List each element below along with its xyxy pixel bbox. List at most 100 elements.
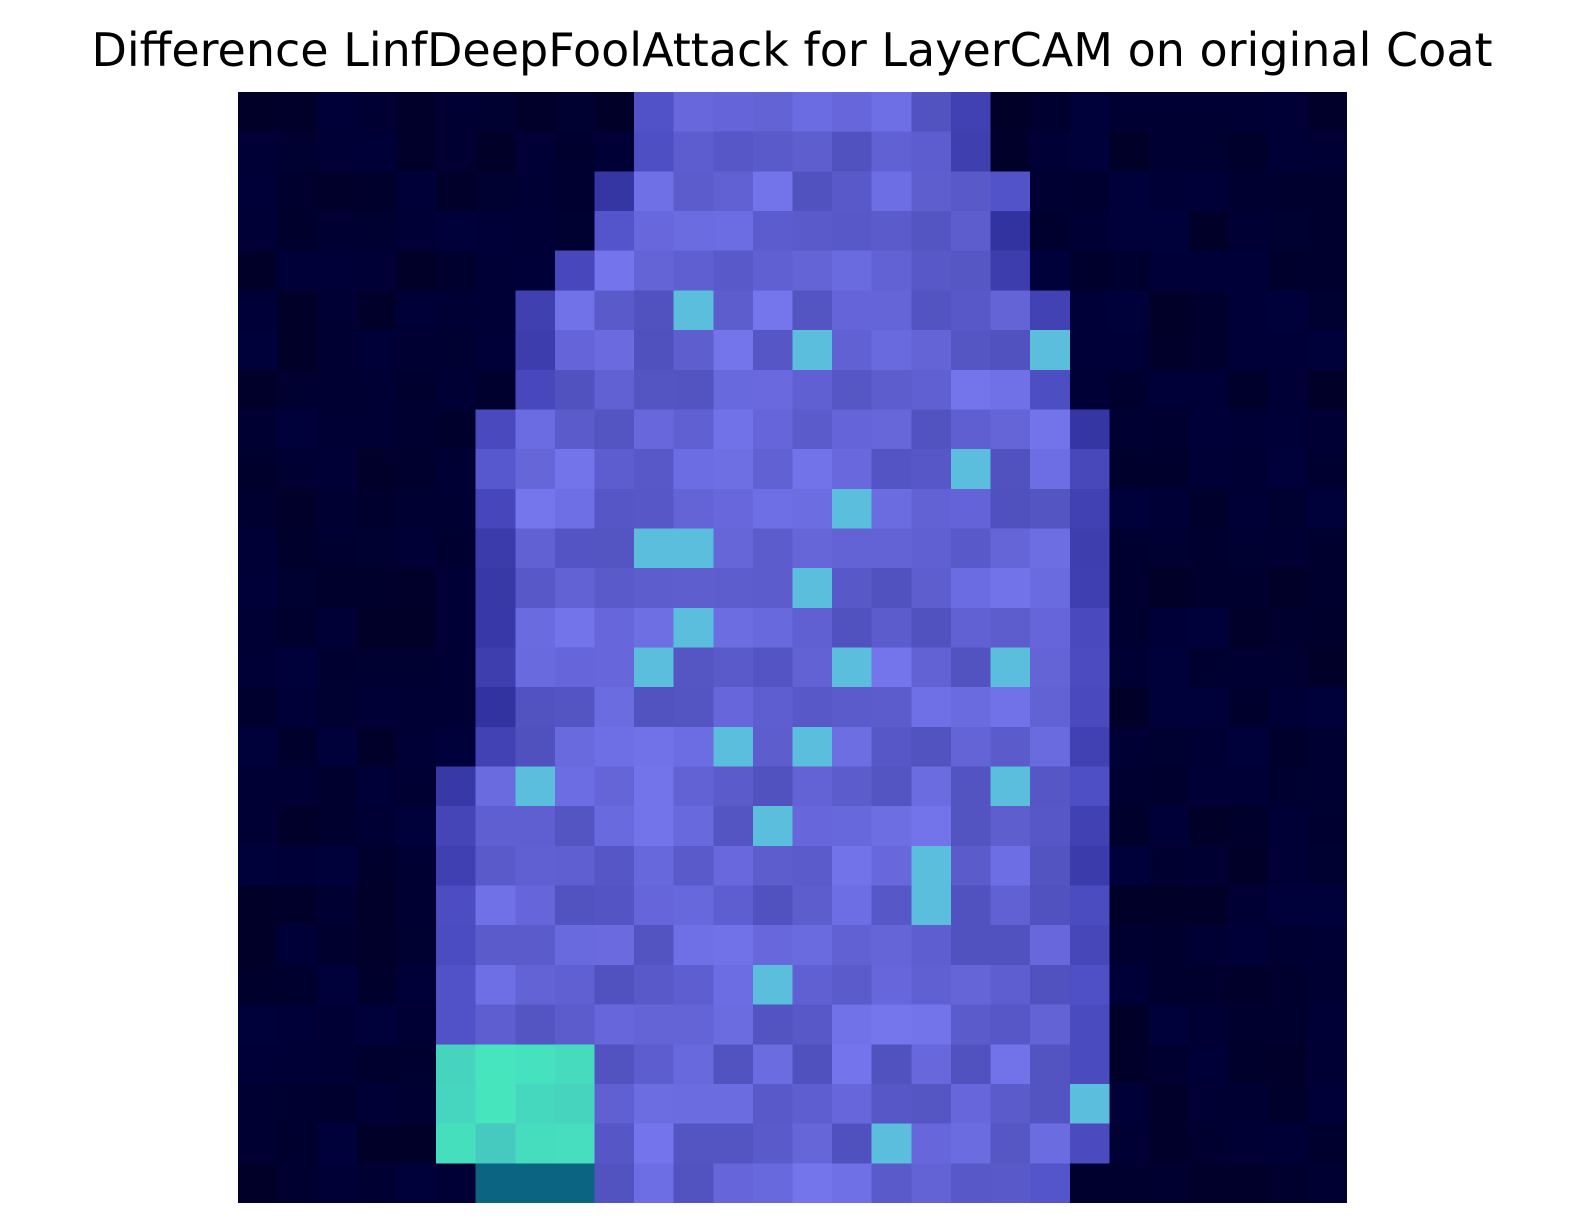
heatmap-cell (911, 885, 952, 927)
heatmap-cell (1069, 687, 1111, 728)
heatmap-cell (594, 925, 635, 966)
heatmap-cell (792, 806, 833, 847)
heatmap-cell (1030, 726, 1071, 768)
heatmap-cell (1109, 925, 1150, 966)
heatmap-cell (792, 568, 833, 609)
heatmap-cell (1307, 766, 1347, 808)
heatmap-cell (436, 171, 477, 212)
heatmap-cell (396, 211, 437, 252)
heatmap-cell (317, 330, 358, 371)
heatmap-cell (950, 568, 992, 609)
heatmap-cell (436, 607, 477, 649)
heatmap-cell (1148, 449, 1190, 490)
heatmap-cell (436, 131, 477, 173)
heatmap-cell (871, 885, 913, 927)
heatmap-cell (950, 290, 992, 331)
heatmap-cell (1030, 211, 1071, 252)
heatmap-cell (752, 449, 794, 490)
heatmap-cell (1069, 964, 1111, 1006)
heatmap-cell (673, 369, 715, 411)
heatmap-cell (1109, 1163, 1150, 1203)
heatmap-cell (832, 726, 873, 768)
heatmap-cell (554, 647, 596, 688)
heatmap-cell (832, 568, 873, 609)
heatmap-cell (713, 925, 754, 966)
heatmap-cell (1267, 290, 1309, 331)
heatmap-cell (1148, 211, 1190, 252)
heatmap-cell (990, 964, 1031, 1006)
heatmap-cell (515, 687, 556, 728)
heatmap-cell (515, 925, 556, 966)
heatmap-cell (1069, 1004, 1111, 1046)
heatmap-cell (911, 766, 952, 808)
heatmap-cell (1188, 131, 1229, 173)
heatmap-cell (238, 845, 279, 887)
heatmap-cell (990, 806, 1031, 847)
heatmap-cell (911, 211, 952, 252)
heatmap-cell (396, 766, 437, 808)
heatmap-cell (1030, 92, 1071, 133)
heatmap-cell (475, 568, 517, 609)
heatmap-cell (1307, 607, 1347, 649)
heatmap-cell (238, 449, 279, 490)
heatmap-cell (990, 171, 1031, 212)
heatmap-cell (396, 845, 437, 887)
heatmap-cell (1030, 449, 1071, 490)
heatmap-cell (1228, 964, 1269, 1006)
heatmap-cell (396, 925, 437, 966)
heatmap-cell (1188, 885, 1229, 927)
heatmap-cell (792, 1004, 833, 1046)
heatmap-cell (1109, 92, 1150, 133)
heatmap-cell (1148, 647, 1190, 688)
heatmap-cell (911, 925, 952, 966)
heatmap-cell (1307, 1163, 1347, 1203)
heatmap-cell (673, 766, 715, 808)
heatmap-cell (396, 1163, 437, 1203)
heatmap-cell (673, 488, 715, 530)
heatmap-cell (356, 647, 398, 688)
heatmap-cell (990, 687, 1031, 728)
heatmap-cell (317, 488, 358, 530)
heatmap-cell (317, 568, 358, 609)
heatmap-cell (356, 925, 398, 966)
heatmap-cell (1069, 211, 1111, 252)
heatmap-cell (1109, 250, 1150, 292)
heatmap-cell (832, 92, 873, 133)
heatmap-cell (396, 488, 437, 530)
heatmap-cell (475, 330, 517, 371)
heatmap-cell (1069, 488, 1111, 530)
heatmap-cell (515, 330, 556, 371)
heatmap-cell (950, 211, 992, 252)
heatmap-cell (317, 409, 358, 450)
heatmap-cell (634, 766, 675, 808)
heatmap-cell (871, 211, 913, 252)
heatmap-cell (1109, 1083, 1150, 1125)
heatmap-cell (911, 647, 952, 688)
heatmap-cell (475, 290, 517, 331)
heatmap-cell (356, 1123, 398, 1165)
heatmap-cell (634, 845, 675, 887)
heatmap-cell (1307, 290, 1347, 331)
heatmap-cell (752, 92, 794, 133)
heatmap-cell (911, 369, 952, 411)
heatmap-cell (1188, 1044, 1229, 1085)
heatmap-cell (713, 1123, 754, 1165)
heatmap-cell (277, 528, 319, 569)
heatmap-cell (554, 964, 596, 1006)
heatmap-cell (950, 528, 992, 569)
heatmap-cell (1228, 211, 1269, 252)
heatmap-cell (1267, 1083, 1309, 1125)
heatmap-cell (871, 806, 913, 847)
heatmap-cell (238, 806, 279, 847)
heatmap-cell (832, 131, 873, 173)
heatmap-cell (713, 1004, 754, 1046)
heatmap-cell (515, 726, 556, 768)
heatmap-cell (832, 647, 873, 688)
heatmap-cell (792, 131, 833, 173)
heatmap-cell (1188, 369, 1229, 411)
heatmap-cell (1069, 1163, 1111, 1203)
heatmap-cell (1267, 806, 1309, 847)
heatmap-cell (436, 528, 477, 569)
heatmap-cell (634, 290, 675, 331)
heatmap-cell (1030, 1004, 1071, 1046)
